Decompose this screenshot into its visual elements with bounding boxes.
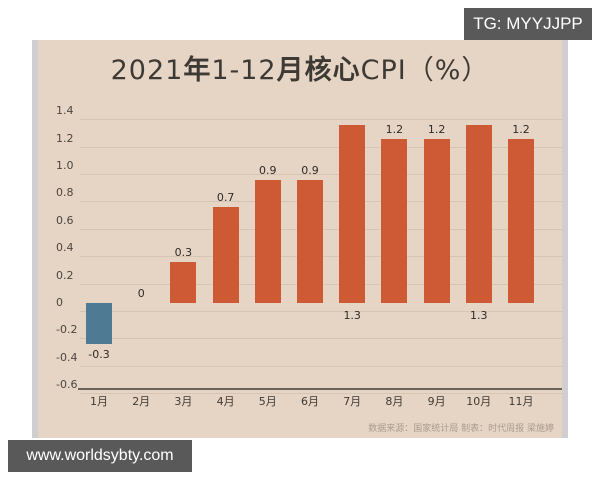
- watermark-top-right: TG: MYYJJPP: [464, 8, 592, 40]
- value-label: -0.3: [88, 348, 110, 362]
- y-tick-label: 0: [56, 296, 63, 309]
- y-tick-label: -0.4: [56, 350, 78, 364]
- title-year: 2021: [110, 55, 184, 86]
- x-tick-label: 2月: [132, 395, 151, 408]
- x-tick-label: 10月: [466, 395, 492, 408]
- x-axis-line: [78, 388, 562, 390]
- x-tick-label: 6月: [301, 395, 319, 408]
- bar: [423, 138, 450, 303]
- x-tick-label: 5月: [258, 395, 277, 408]
- x-tick-label: 7月: [343, 395, 362, 408]
- y-tick-label: 0.2: [56, 268, 74, 282]
- y-tick-label: 0.6: [56, 213, 74, 227]
- gridline: [80, 119, 562, 121]
- x-tick-label: 9月: [427, 395, 446, 408]
- bar: [508, 138, 534, 303]
- gridline: [80, 146, 562, 148]
- value-label: 0: [137, 287, 145, 300]
- bar: [339, 124, 366, 303]
- value-label: 1.2: [385, 122, 404, 136]
- y-tick-label: 0.4: [56, 241, 74, 255]
- gridline: [80, 338, 562, 340]
- bar: [170, 261, 197, 303]
- x-tick-label: 3月: [174, 395, 193, 408]
- bar: [381, 138, 408, 303]
- value-label: 0.3: [174, 245, 193, 259]
- value-label: 0.9: [259, 163, 277, 177]
- y-tick-label: 0.8: [56, 186, 74, 200]
- bar: [465, 124, 492, 303]
- gridline: [80, 393, 562, 395]
- value-label: 1.2: [512, 122, 530, 136]
- value-label: 0.7: [216, 191, 235, 205]
- source-note: 数据来源：国家统计局 制表：时代周报 梁施婷: [368, 424, 554, 434]
- y-tick-label: 1.0: [56, 159, 74, 172]
- gridline: [80, 365, 562, 367]
- bar: [297, 179, 323, 303]
- value-label: 1.3: [343, 309, 361, 322]
- value-label: 1.3: [470, 309, 488, 322]
- value-label: 1.2: [427, 122, 446, 136]
- y-tick-label: -0.2: [56, 323, 78, 337]
- title-core: 月核心: [276, 55, 361, 86]
- y-tick-label: -0.6: [56, 378, 78, 392]
- x-tick-label: 4月: [216, 395, 235, 408]
- x-tick-label: 1月: [90, 395, 108, 408]
- bar: [254, 179, 281, 303]
- bar: [212, 207, 239, 303]
- y-tick-label: 1.2: [56, 131, 74, 145]
- x-tick-label: 11月: [508, 395, 534, 408]
- title-range: 1-12: [211, 55, 277, 86]
- gridline: [80, 174, 562, 175]
- value-label: 0.9: [301, 163, 319, 177]
- chart-title: 2021年1-12月核心CPI（%）: [32, 48, 568, 87]
- x-tick-label: 8月: [385, 395, 404, 408]
- bar: [86, 303, 112, 345]
- gridline: [80, 311, 562, 312]
- y-tick-label: 1.4: [56, 104, 74, 118]
- title-year-char: 年: [183, 55, 212, 86]
- watermark-bottom-left: www.worldsybty.com: [8, 440, 192, 472]
- title-cpi: CPI（%）: [360, 55, 490, 86]
